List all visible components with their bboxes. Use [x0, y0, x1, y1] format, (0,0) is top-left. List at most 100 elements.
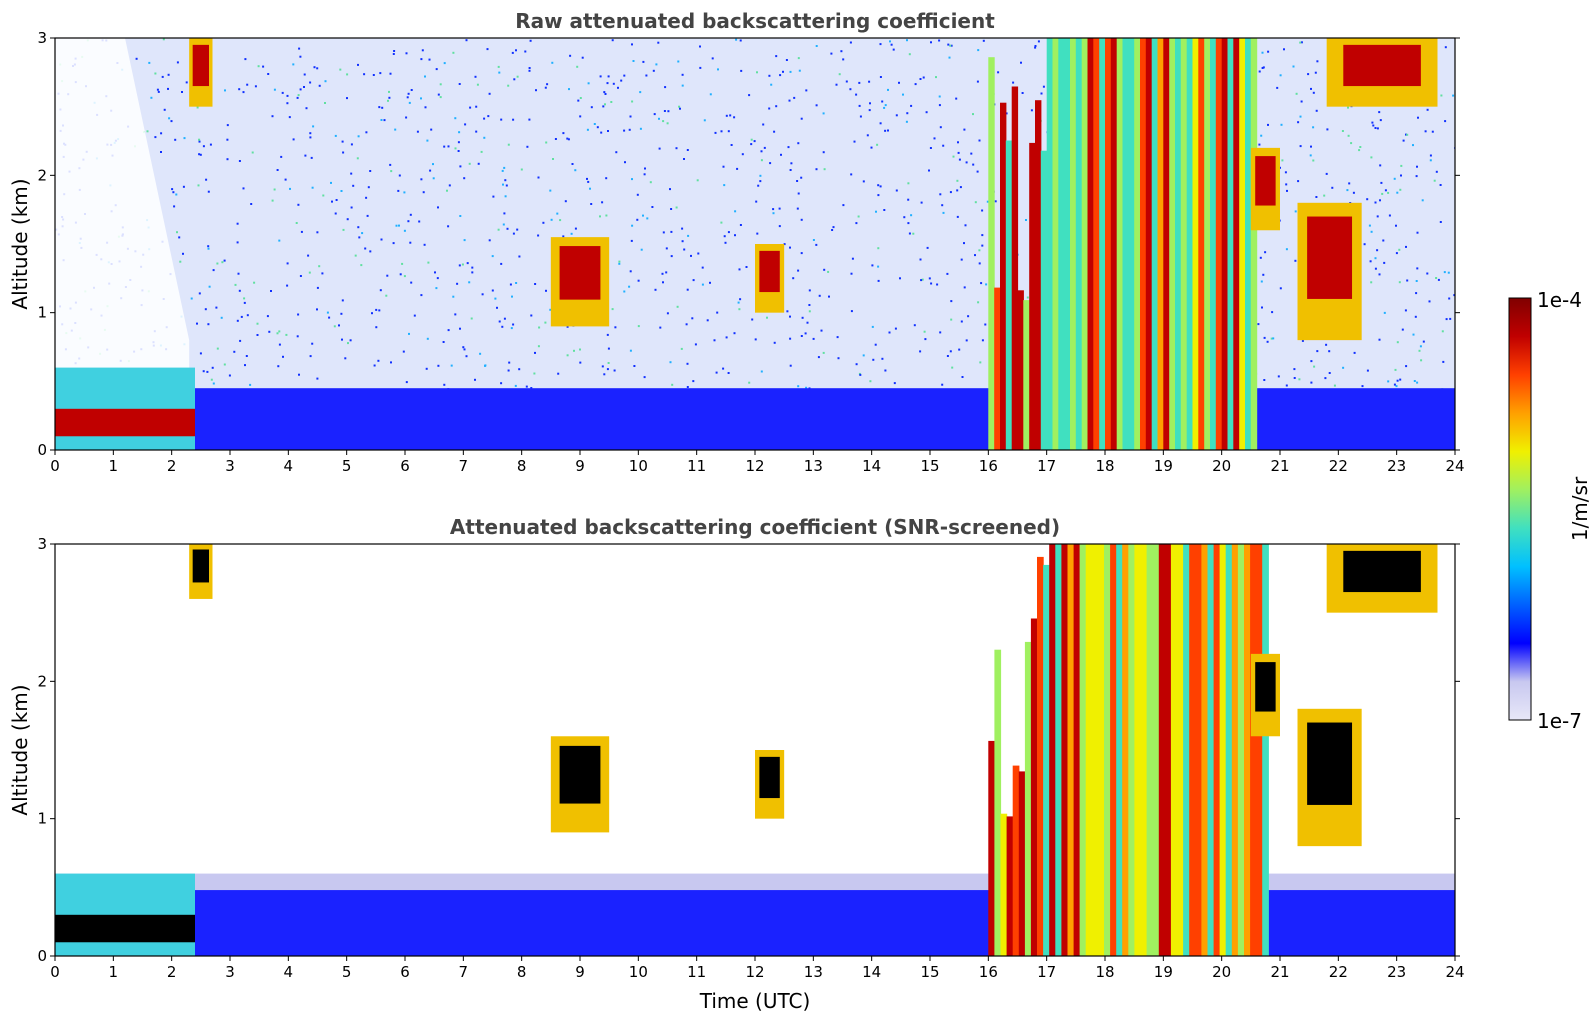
noise-dot	[1369, 260, 1372, 263]
noise-dot	[683, 248, 686, 251]
noise-dot	[352, 184, 355, 187]
noise-dot	[1448, 297, 1451, 300]
noise-dot	[537, 176, 540, 179]
noise-dot	[680, 347, 683, 350]
noise-dot	[857, 215, 860, 218]
noise-dot	[505, 184, 508, 187]
noise-dot	[514, 384, 517, 387]
precipitation-column	[1262, 544, 1269, 956]
noise-dot	[168, 117, 171, 120]
precipitation-column	[988, 740, 995, 956]
panel-raw-title: Raw attenuated backscattering coefficien…	[515, 9, 995, 33]
noise-dot	[981, 339, 984, 342]
noise-dot	[956, 215, 959, 218]
noise-dot	[443, 383, 446, 386]
noise-dot	[1310, 87, 1312, 90]
noise-dot	[1429, 154, 1432, 157]
noise-dot	[435, 287, 438, 290]
noise-dot	[405, 52, 408, 55]
noise-dot	[879, 185, 882, 188]
noise-dot	[757, 184, 760, 187]
noise-dot	[1379, 164, 1382, 167]
noise-dot	[163, 108, 166, 111]
noise-dot	[823, 168, 826, 171]
panel-raw-plot-area	[55, 38, 1455, 450]
noise-dot	[1361, 385, 1364, 388]
noise-dot	[408, 101, 411, 104]
precipitation-column	[1110, 544, 1117, 956]
precipitation-column	[1219, 544, 1227, 956]
noise-dot	[974, 201, 977, 204]
noise-dot	[185, 81, 188, 84]
noise-dot	[797, 142, 800, 145]
noise-dot	[789, 70, 792, 73]
noise-dot	[1312, 159, 1315, 162]
noise-dot	[756, 232, 759, 235]
noise-dot	[207, 323, 210, 326]
precipitation-column	[1037, 556, 1044, 956]
noise-dot	[870, 146, 873, 149]
noise-dot	[1313, 365, 1316, 368]
noise-dot	[1310, 360, 1313, 363]
precipitation-column	[1134, 544, 1142, 956]
noise-dot	[607, 362, 610, 364]
noise-dot	[544, 321, 547, 324]
x-tick-label: 13	[804, 963, 823, 981]
noise-dot	[800, 335, 803, 337]
noise-dot	[639, 127, 642, 130]
noise-dot	[344, 357, 347, 360]
noise-dot	[727, 372, 730, 374]
noise-dot	[694, 343, 697, 346]
noise-dot	[1388, 214, 1391, 217]
noise-dot	[1426, 272, 1429, 275]
noise-dot	[420, 97, 422, 100]
noise-dot	[960, 258, 963, 261]
noise-dot	[276, 169, 279, 171]
noise-dot	[699, 66, 702, 69]
noise-dot	[322, 194, 325, 197]
noise-dot	[1381, 192, 1384, 195]
noise-dot	[643, 376, 646, 379]
noise-dot	[281, 91, 284, 94]
noise-dot	[426, 139, 429, 142]
noise-dot	[435, 68, 438, 71]
noise-dot	[889, 40, 891, 43]
noise-dot	[756, 71, 758, 74]
noise-dot	[1352, 191, 1355, 194]
noise-dot	[459, 327, 461, 330]
noise-dot	[477, 162, 480, 165]
noise-dot	[1393, 177, 1396, 180]
noise-dot	[491, 289, 494, 292]
noise-dot	[373, 364, 376, 367]
noise-dot	[1267, 50, 1270, 53]
noise-dot	[788, 99, 791, 102]
noise-dot	[243, 301, 246, 304]
noise-dot	[277, 365, 280, 368]
noise-dot	[1295, 92, 1298, 95]
x-tick-label: 19	[1154, 457, 1173, 475]
noise-dot	[378, 309, 381, 312]
noise-dot	[875, 210, 877, 213]
noise-dot	[1441, 330, 1444, 333]
noise-dot	[413, 314, 416, 317]
noise-dot	[471, 266, 474, 269]
noise-dot	[286, 102, 289, 105]
noise-dot	[389, 163, 392, 166]
noise-dot	[386, 274, 389, 277]
noise-dot	[797, 192, 800, 195]
noise-dot	[335, 199, 338, 201]
noise-dot	[324, 80, 327, 83]
noise-dot	[475, 105, 478, 108]
noise-dot	[459, 215, 462, 217]
panel-screened-x-axis: 0 1 2 3 4 5 6 7 8 9 10 11 12 13 14 15 16 17 18 19 20 21 22 23 24	[50, 956, 1465, 981]
noise-dot	[986, 200, 989, 203]
noise-dot	[297, 313, 300, 316]
noise-dot	[760, 150, 763, 153]
noise-dot	[311, 342, 314, 345]
noise-dot	[486, 48, 489, 51]
noise-dot	[919, 350, 922, 353]
noise-dot	[808, 310, 811, 313]
noise-dot	[1443, 271, 1446, 274]
noise-dot	[538, 326, 541, 329]
x-tick-label: 12	[745, 457, 764, 475]
